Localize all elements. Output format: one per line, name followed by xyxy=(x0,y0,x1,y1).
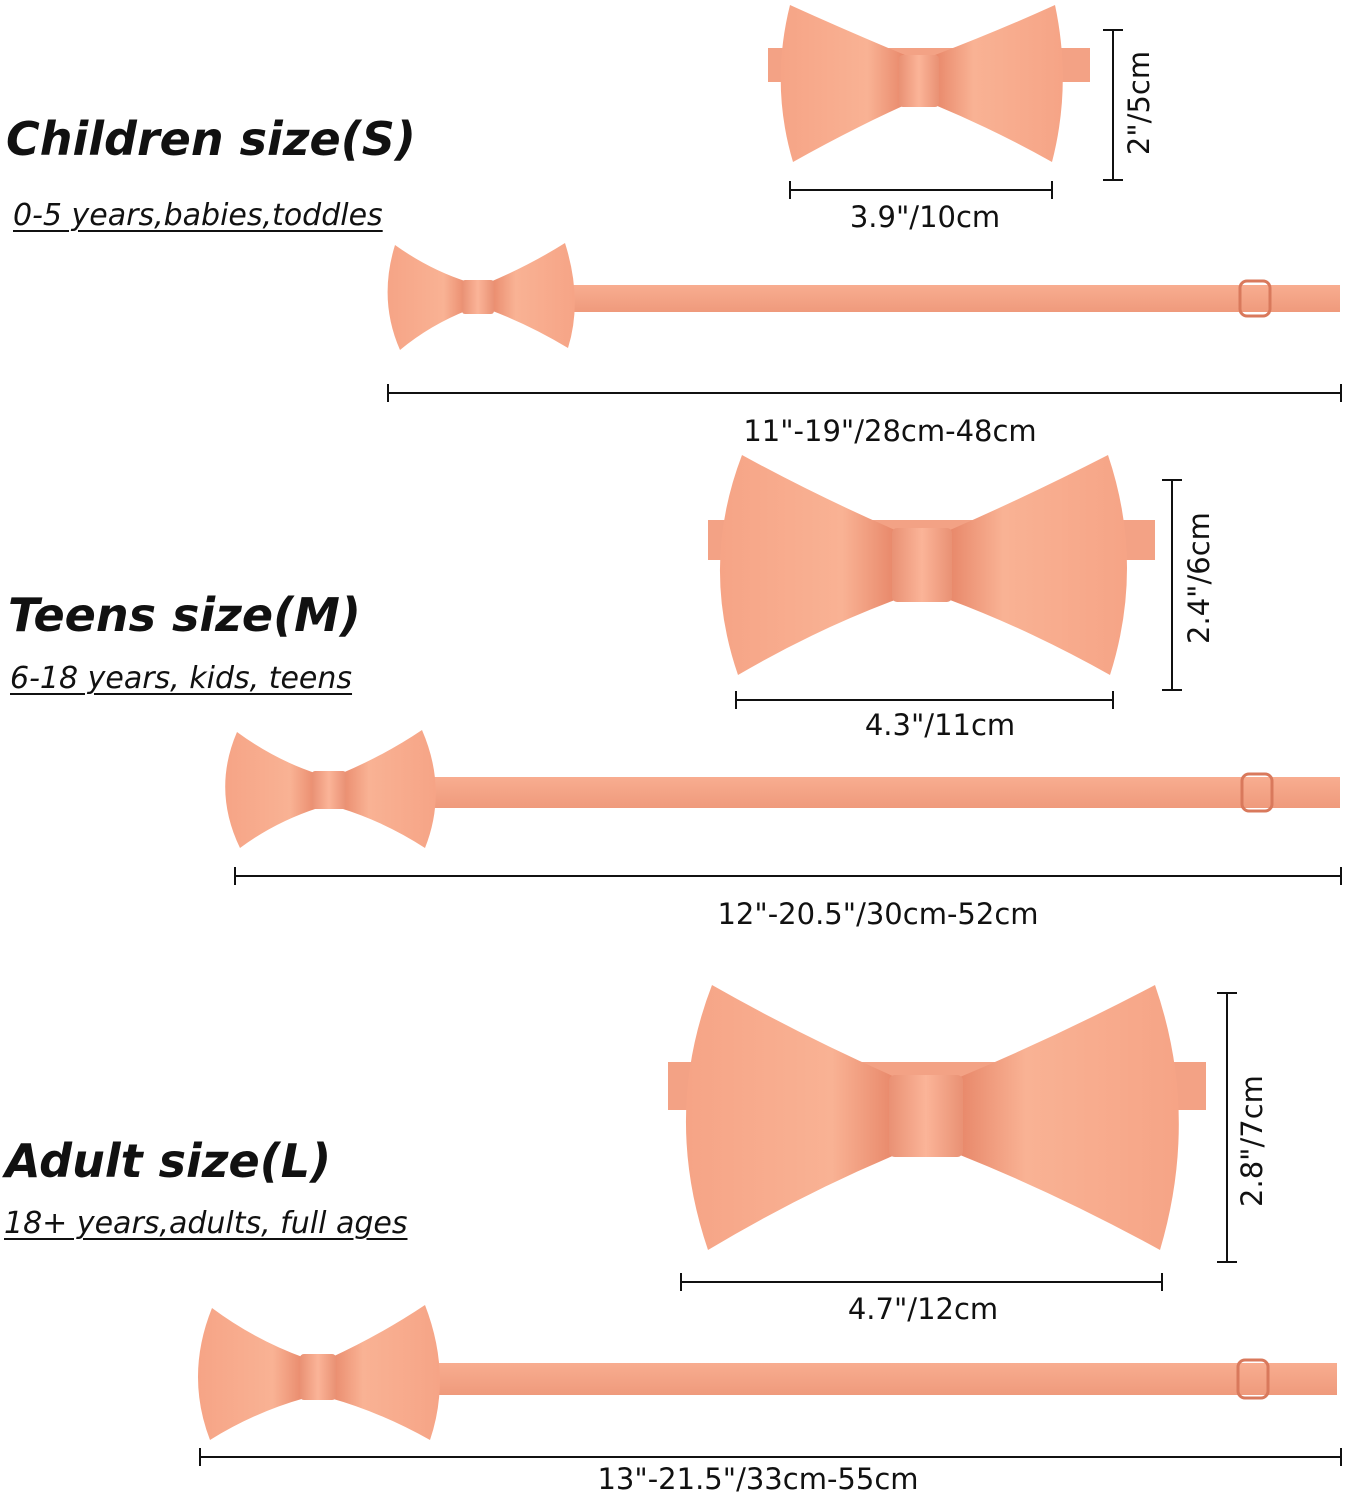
strap-bracket-teens xyxy=(234,867,1342,885)
width-bracket-teens xyxy=(735,691,1114,709)
bow-knot xyxy=(899,55,939,107)
bow-left-wing xyxy=(685,985,895,1250)
strap-label-teens: 12"-20.5"/30cm-52cm xyxy=(717,897,1039,931)
section-title-teens: Teens size(M) xyxy=(8,588,361,642)
strap-adjuster xyxy=(1238,279,1272,318)
width-label-children: 3.9"/10cm xyxy=(849,200,1001,234)
height-label-adult: 2.8"/7cm xyxy=(1235,1075,1269,1207)
height-bracket-children xyxy=(1103,29,1123,181)
bow-adult-large xyxy=(668,985,1206,1250)
height-bracket-teens xyxy=(1162,479,1182,691)
section-subtitle-children: 0-5 years,babies,toddles xyxy=(13,198,383,233)
width-bracket-children xyxy=(789,181,1053,199)
width-label-teens: 4.3"/11cm xyxy=(864,708,1016,742)
section-title-children: Children size(S) xyxy=(6,112,416,166)
strap-adult xyxy=(197,1305,1337,1440)
section-subtitle-teens: 6-18 years, kids, teens xyxy=(10,661,353,696)
strap-band xyxy=(420,777,1340,808)
strap-label-children: 11"-19"/28cm-48cm xyxy=(743,414,1037,448)
bow-knot xyxy=(892,528,952,602)
width-label-adult: 4.7"/12cm xyxy=(847,1292,999,1326)
bow-right-wing xyxy=(950,455,1128,675)
strap-teens xyxy=(225,730,1340,848)
strap-bracket-children xyxy=(387,384,1342,402)
section-title-adult: Adult size(L) xyxy=(5,1134,332,1188)
strap-children xyxy=(387,243,1340,350)
bow-left-wing xyxy=(719,455,895,675)
bow-children-large xyxy=(768,5,1090,162)
bow-knot xyxy=(889,1075,963,1157)
strap-bracket-adult xyxy=(199,1448,1342,1466)
strap-band xyxy=(420,1363,1337,1395)
strap-label-adult: 13"-21.5"/33cm-55cm xyxy=(597,1462,919,1496)
bow-teens-large xyxy=(708,455,1155,675)
strap-band xyxy=(560,285,1340,312)
bow-left-wing xyxy=(780,5,905,162)
section-subtitle-adult: 18+ years,adults, full ages xyxy=(4,1206,408,1241)
width-bracket-adult xyxy=(680,1273,1163,1291)
bow-right-wing xyxy=(935,5,1063,162)
strap-adjuster xyxy=(1236,1358,1270,1400)
height-label-teens: 2.4"/6cm xyxy=(1182,512,1216,644)
bow-right-wing xyxy=(960,985,1179,1250)
height-bracket-adult xyxy=(1217,992,1237,1263)
height-label-children: 2"/5cm xyxy=(1122,50,1156,156)
strap-adjuster xyxy=(1240,772,1274,813)
